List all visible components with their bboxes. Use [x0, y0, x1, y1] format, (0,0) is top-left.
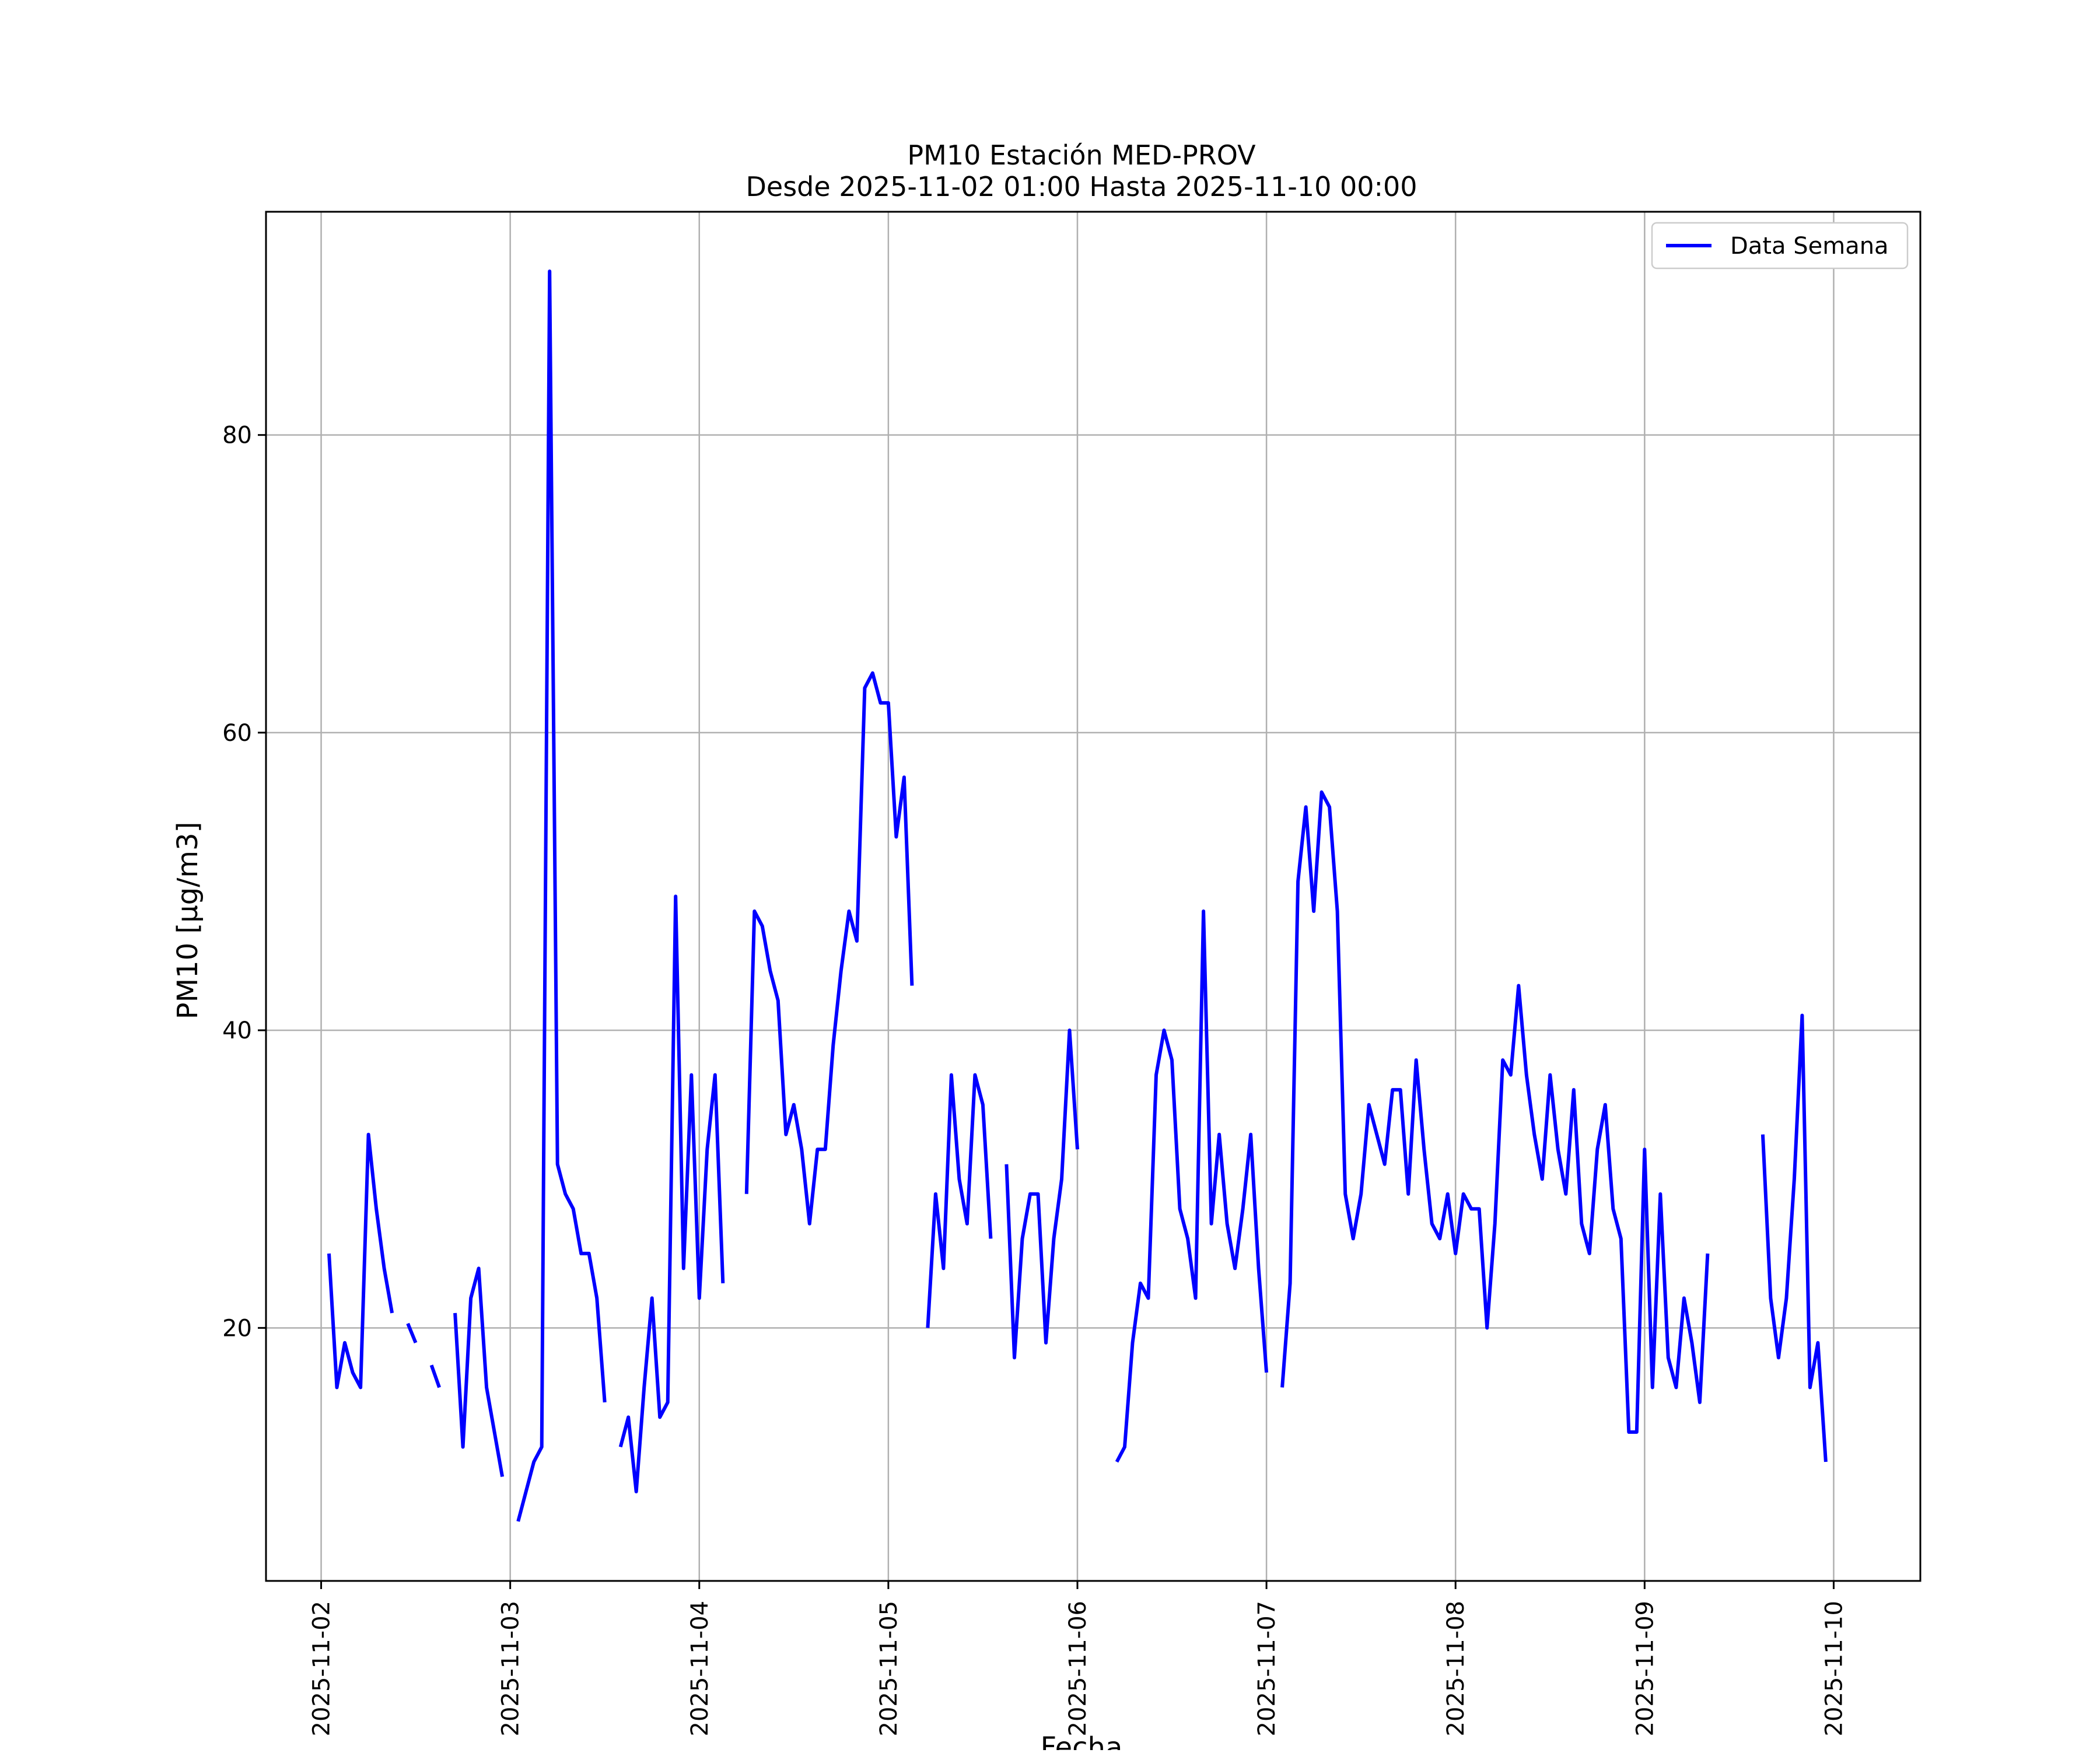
x-tick-label: 2025-11-09	[1632, 1601, 1658, 1736]
series-line-segment	[1115, 909, 1269, 1463]
series-line-segment	[406, 1322, 418, 1343]
grid-layer	[266, 212, 1920, 1581]
series-line-segment	[516, 270, 607, 1522]
legend-label-data-semana: Data Semana	[1730, 233, 1889, 260]
x-tick-label: 2025-11-06	[1065, 1601, 1091, 1736]
legend: Data Semana	[1651, 222, 1909, 270]
x-tick-label: 2025-11-03	[498, 1601, 524, 1736]
chart-title: PM10 Estación MED-PROV	[907, 139, 1256, 171]
x-tick-label: 2025-11-05	[876, 1601, 902, 1736]
plot-frame	[265, 211, 1922, 1582]
series-line-segment	[1280, 790, 1710, 1434]
y-tick-label: 80	[222, 422, 252, 449]
series-line-segment	[453, 1266, 505, 1477]
y-tick-label: 20	[222, 1315, 252, 1342]
x-axis-label: Fecha	[1041, 1731, 1123, 1750]
series-line-segment	[744, 671, 914, 1226]
x-tick-label: 2025-11-08	[1443, 1601, 1469, 1736]
y-axis-label: PM10 [μg/m3]	[172, 822, 204, 1020]
series-line-segment	[618, 894, 725, 1493]
series-line-segment	[1005, 1028, 1079, 1360]
series-line-segment	[926, 1073, 993, 1328]
x-tick-label: 2025-11-10	[1821, 1601, 1847, 1736]
series-line-segment	[1760, 1013, 1828, 1462]
y-tick-label: 40	[222, 1017, 252, 1044]
chart-subtitle: Desde 2025-11-02 01:00 Hasta 2025-11-10 …	[746, 171, 1417, 202]
y-tick-label: 60	[222, 720, 252, 747]
x-axis-ticks: 2025-11-02 2025-11-03 2025-11-04 2025-11-05…	[309, 1581, 1847, 1736]
series-layer	[327, 270, 1828, 1522]
y-axis-ticks: 20 40 60 80	[222, 422, 266, 1342]
x-tick-label: 2025-11-07	[1254, 1601, 1280, 1736]
x-tick-label: 2025-11-02	[309, 1601, 335, 1736]
legend-box	[1651, 222, 1909, 270]
series-line-segment	[327, 1132, 394, 1390]
series-line-segment	[429, 1364, 441, 1388]
x-tick-label: 2025-11-04	[687, 1601, 713, 1736]
